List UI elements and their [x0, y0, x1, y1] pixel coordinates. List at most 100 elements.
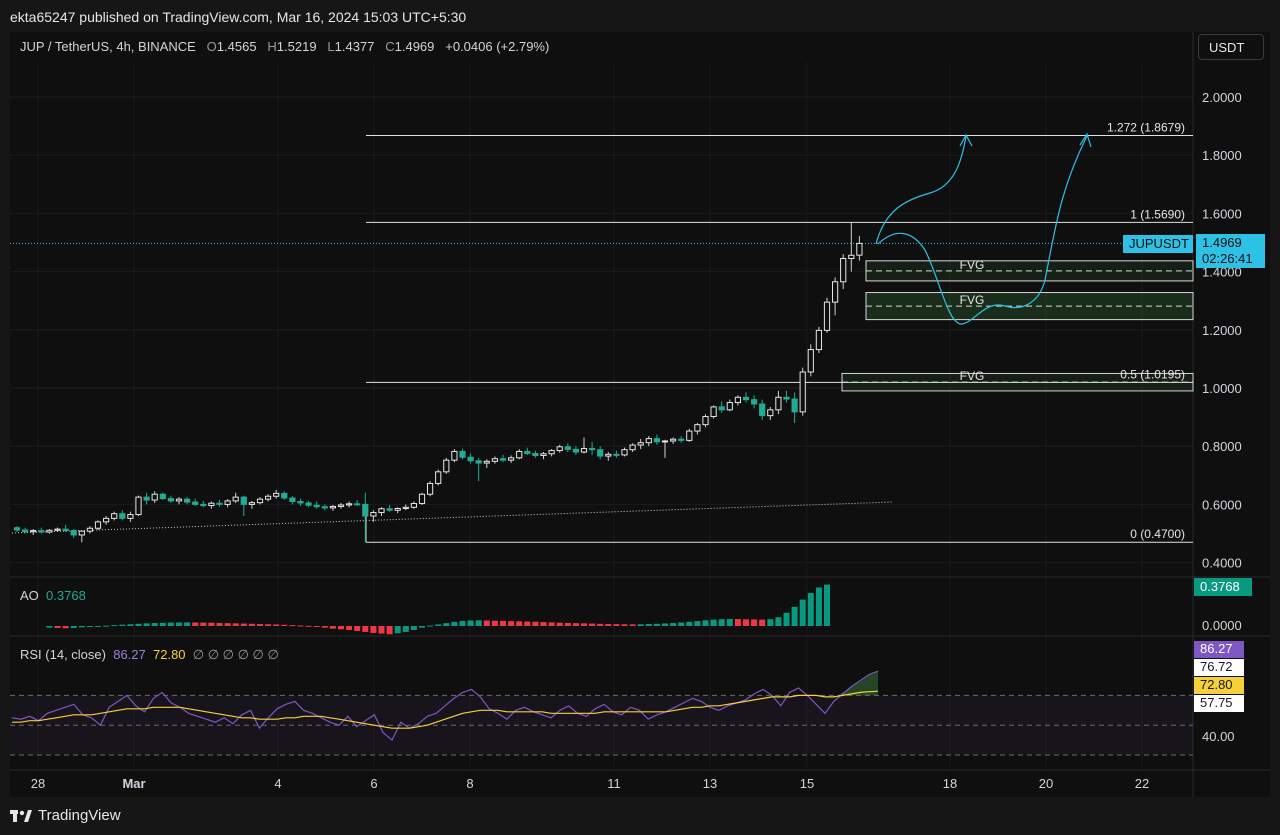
candle-body [605, 453, 612, 457]
rsi-legend[interactable]: RSI (14, close) 86.27 72.80 ∅ ∅ ∅ ∅ ∅ ∅ [20, 647, 279, 663]
rsi-ma-value: 72.80 [153, 647, 186, 662]
candle-body [216, 502, 223, 505]
open-value: 1.4565 [216, 39, 257, 54]
candle-body [621, 449, 628, 456]
ao-bar [491, 620, 498, 626]
candle-body [645, 438, 652, 444]
price-tick-label: 1.6000 [1202, 206, 1242, 221]
ao-bar [516, 621, 523, 626]
candle-body [224, 500, 231, 505]
price-tick-label: 0.8000 [1202, 439, 1242, 454]
candle-body [329, 505, 336, 509]
ao-bar [281, 624, 288, 626]
ao-bar [613, 624, 620, 626]
ao-bar [564, 622, 571, 626]
rsi-band-fill [10, 695, 1193, 755]
candle-body [232, 496, 239, 502]
fvg-label: FVG [960, 258, 985, 272]
fib-level-label: 0.5 (1.0195) [1120, 367, 1185, 381]
ao-bar [240, 623, 247, 626]
candle-body [305, 502, 312, 506]
ao-bar [151, 623, 158, 626]
ao-bar [597, 623, 604, 626]
ao-bar [443, 623, 450, 626]
symbol-name[interactable]: JUP / TetherUS, 4h, BINANCE [20, 39, 196, 54]
ao-label: AO [20, 588, 39, 603]
candle-body [54, 528, 61, 531]
time-tick-label: 6 [370, 776, 377, 791]
candle-body [86, 527, 94, 532]
currency-button[interactable]: USDT [1198, 34, 1264, 60]
price-tick-label: 1.8000 [1202, 148, 1242, 163]
price-tick-label: 0.6000 [1202, 497, 1242, 512]
time-tick-label: 13 [703, 776, 717, 791]
ao-bar [532, 621, 539, 626]
candle-body [467, 456, 474, 462]
tradingview-logo[interactable]: TradingView [10, 807, 121, 824]
fib-level-label: 1.272 (1.8679) [1107, 120, 1185, 134]
ao-bar [694, 621, 701, 626]
ao-bar [767, 619, 774, 626]
time-tick-label: 22 [1135, 776, 1149, 791]
ao-bar [176, 622, 182, 626]
ao-bar [200, 622, 207, 626]
candle-body [670, 438, 677, 442]
ao-bar [370, 626, 377, 633]
ao-bar [305, 625, 312, 627]
fvg-label: FVG [960, 369, 985, 383]
ao-legend[interactable]: AO 0.3768 [20, 588, 86, 603]
candle-body [354, 503, 361, 506]
ao-bar [95, 626, 101, 627]
ao-bar [167, 622, 174, 626]
ao-bar [103, 625, 110, 627]
candle-body [686, 430, 693, 441]
candle-body [637, 442, 644, 446]
candle-body [702, 416, 709, 426]
chart-frame[interactable] [10, 32, 1270, 797]
candle-body [427, 482, 434, 495]
candle-body [184, 498, 191, 503]
last-price: 1.4969 [1202, 235, 1242, 250]
ao-bar [386, 626, 393, 635]
symbol-legend[interactable]: JUP / TetherUS, 4h, BINANCE O1.4565 H1.5… [20, 39, 549, 54]
ao-bar [394, 626, 401, 634]
ao-bar [702, 620, 709, 626]
ao-bar [362, 626, 369, 632]
ao-bar [410, 626, 417, 630]
candle-body [13, 527, 21, 531]
candle-body [200, 503, 207, 507]
ao-bar [329, 626, 336, 629]
ao-bar [427, 625, 434, 627]
ao-bar [248, 623, 255, 626]
ao-bar [54, 626, 61, 628]
candle-body [613, 453, 620, 456]
candle-body [321, 506, 328, 509]
time-tick-label: 11 [607, 776, 621, 791]
ao-bar [111, 625, 118, 627]
high-label: H [267, 39, 277, 54]
candle-body [256, 498, 264, 504]
ao-bar [321, 626, 328, 628]
trend-line [11, 501, 894, 534]
tradingview-icon [10, 809, 32, 822]
candle-body [791, 398, 798, 413]
last-price-tag: 1.4969 02:26:41 [1196, 234, 1265, 268]
projection-path-up [875, 135, 967, 245]
ao-bar [548, 622, 555, 626]
candle-body [589, 448, 596, 451]
candle-body [572, 448, 579, 453]
ao-bar [751, 619, 758, 626]
ao-bar [216, 622, 223, 626]
ao-bar [775, 617, 782, 626]
ao-bar [192, 622, 199, 626]
candle-body [103, 517, 110, 523]
close-value: 1.4969 [394, 39, 435, 54]
candle-body [402, 506, 409, 509]
ao-bar [265, 624, 272, 626]
rsi-upper-band-tag: 76.72 [1194, 659, 1244, 676]
rsi-lower-band-tag: 57.75 [1194, 695, 1244, 712]
candle-body [524, 450, 531, 454]
price-tick-label: 2.0000 [1202, 90, 1242, 105]
ao-bar [791, 606, 798, 626]
